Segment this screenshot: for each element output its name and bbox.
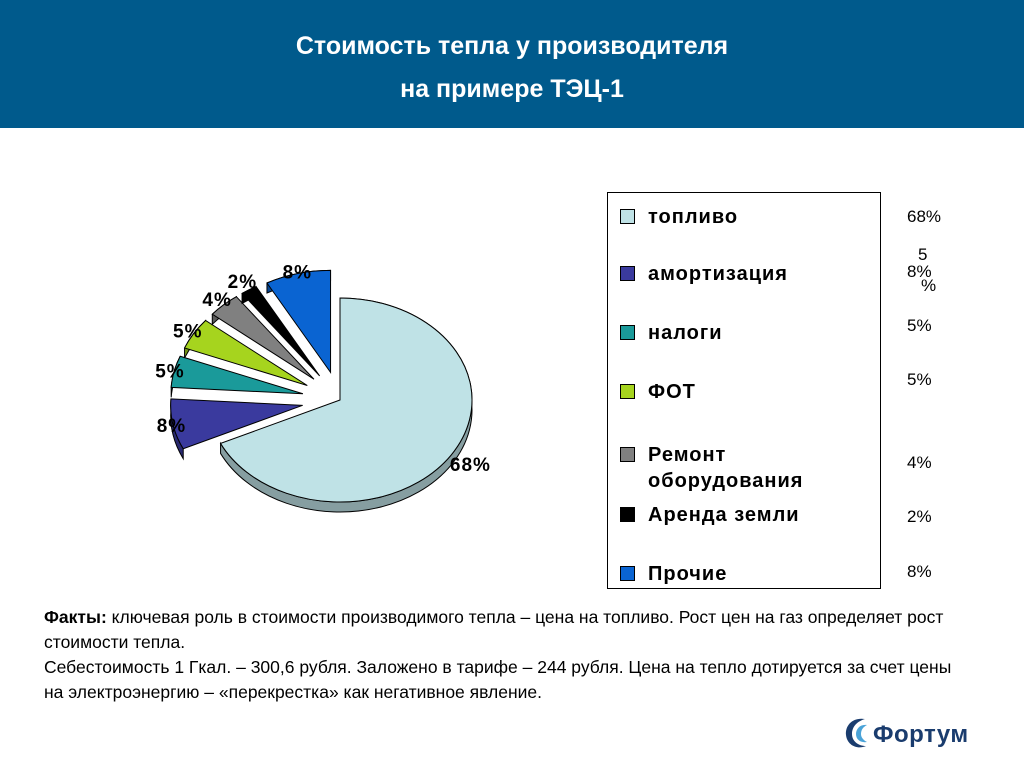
pie-slice-top-amortization bbox=[170, 398, 303, 450]
pie-label-taxes: 5% bbox=[155, 362, 184, 383]
pie-slice-payroll bbox=[183, 319, 308, 386]
pie-slice-fuel bbox=[219, 297, 473, 513]
slide-title-line1: Стоимость тепла у производителя bbox=[295, 32, 729, 60]
side-value-amortization: 8% bbox=[907, 262, 932, 281]
side-value-fuel: 68% bbox=[907, 207, 942, 226]
side-value-taxes: 5% bbox=[907, 316, 932, 335]
fortum-logo-text: Фортум bbox=[873, 721, 969, 748]
pie-slice-top-fuel bbox=[219, 297, 473, 503]
pie-slice-top-other bbox=[266, 269, 332, 374]
pie-chart: 68%8%5%5%4%2% 8% bbox=[155, 263, 491, 513]
pie-slice-top-payroll bbox=[183, 319, 308, 386]
pie-label-repair: 4% bbox=[202, 290, 231, 311]
pie-label-fuel: 68% bbox=[450, 455, 491, 476]
legend-label-fuel: топливо bbox=[648, 206, 739, 228]
fortum-logo: Фортум bbox=[843, 713, 983, 753]
pie-slice-top-land-rent bbox=[241, 285, 321, 377]
pie-slice-land-rent bbox=[241, 285, 321, 377]
side-overlap-digit: 5 bbox=[918, 245, 928, 264]
legend-swatch-payroll bbox=[620, 384, 635, 399]
legend-swatch-land-rent bbox=[620, 507, 635, 522]
legend-label-land-rent: Аренда земли bbox=[648, 504, 800, 526]
legend-swatch-repair bbox=[620, 447, 635, 462]
legend-label-other: Прочие bbox=[648, 563, 728, 585]
pie-label-payroll: 5% bbox=[173, 321, 202, 342]
fortum-logo-icon bbox=[845, 718, 867, 748]
facts-text-1: ключевая роль в стоимости производимого … bbox=[44, 607, 944, 652]
side-value-payroll: 5% bbox=[907, 370, 932, 389]
pie-slice-taxes bbox=[170, 355, 304, 398]
facts-text: Факты: ключевая роль в стоимости произво… bbox=[44, 605, 974, 705]
legend-label-amortization: амортизация bbox=[648, 263, 788, 285]
pie-slice-amortization bbox=[170, 398, 303, 461]
legend-label-taxes: налоги bbox=[648, 322, 723, 344]
slide-title-line2: на примере ТЭЦ-1 bbox=[400, 75, 624, 103]
legend-swatch-taxes bbox=[620, 325, 635, 340]
slide-header: Стоимость тепла у производителя на приме… bbox=[0, 0, 1024, 128]
facts-paragraph-1: Факты: ключевая роль в стоимости произво… bbox=[44, 605, 974, 655]
side-overlap-percent: % bbox=[921, 276, 937, 295]
side-value-land-rent: 2% bbox=[907, 507, 932, 526]
pie-slice-repair bbox=[211, 295, 315, 380]
legend-swatch-amortization bbox=[620, 266, 635, 281]
facts-label: Факты: bbox=[44, 607, 107, 627]
facts-paragraph-2: Себестоимость 1 Гкал. – 300,6 рубля. Зал… bbox=[44, 657, 952, 702]
pie-label-amortization: 8% bbox=[157, 416, 186, 437]
legend-swatch-other bbox=[620, 566, 635, 581]
legend-label-repair-line1: Ремонт bbox=[648, 444, 727, 466]
side-value-other: 8% bbox=[907, 562, 932, 581]
legend-swatch-fuel bbox=[620, 209, 635, 224]
legend-label-repair-line2: оборудования bbox=[648, 470, 804, 492]
legend-label-payroll: ФОТ bbox=[648, 381, 696, 403]
pie-label-other: 8% bbox=[283, 263, 312, 284]
pie-slice-top-taxes bbox=[170, 355, 304, 395]
pie-slice-other bbox=[266, 269, 332, 374]
pie-slice-top-repair bbox=[211, 296, 315, 380]
pie-label-land-rent: 2% bbox=[228, 272, 257, 293]
chart-legend: топливо амортизация налоги ФОТ Ремонт об… bbox=[607, 192, 881, 589]
side-value-repair: 4% bbox=[907, 453, 932, 472]
